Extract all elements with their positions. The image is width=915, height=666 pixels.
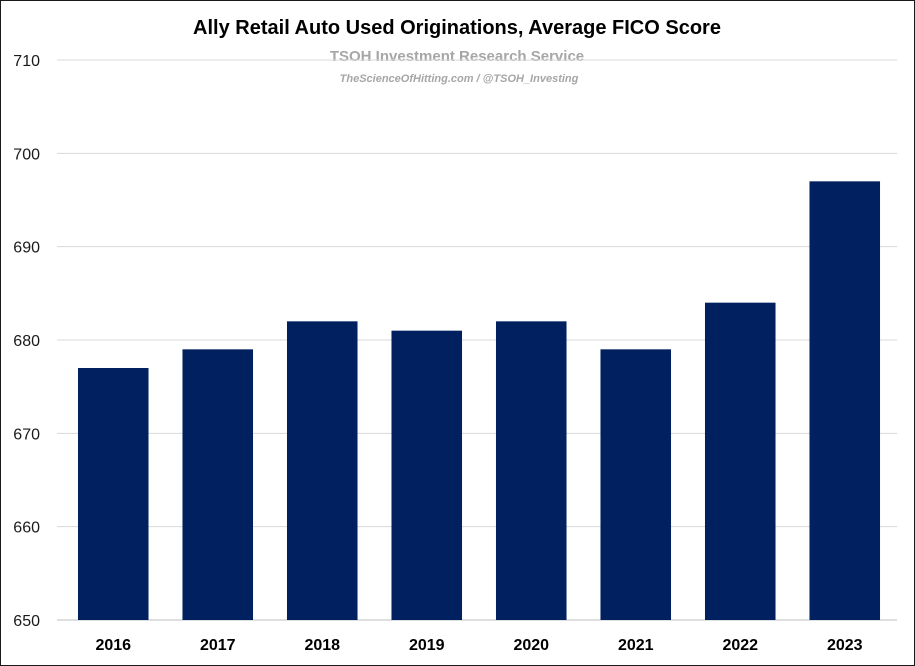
- y-tick-label: 710: [13, 53, 40, 70]
- bar-2023: [809, 181, 881, 621]
- y-tick-label: 660: [13, 520, 40, 537]
- bar-2018: [286, 321, 358, 620]
- bar-2016: [77, 368, 149, 620]
- bar-2019: [391, 330, 463, 620]
- y-axis-ticks: 650 660 670 680 690 700 710: [13, 53, 40, 630]
- x-tick-label: 2021: [618, 637, 654, 654]
- chart-title: Ally Retail Auto Used Originations, Aver…: [193, 17, 721, 39]
- x-tick-label: 2016: [95, 637, 131, 654]
- y-tick-label: 650: [13, 613, 40, 630]
- y-tick-label: 670: [13, 426, 40, 443]
- bar-2020: [495, 321, 567, 620]
- watermark-line-1: TSOH Investment Research Service: [330, 48, 584, 65]
- bar-2021: [600, 349, 672, 620]
- bar-2022: [704, 302, 776, 620]
- x-axis-ticks: 2016 2017 2018 2019 2020 2021 2022 2023: [95, 637, 862, 654]
- y-tick-label: 680: [13, 333, 40, 350]
- watermark-line-2: TheScienceOfHitting.com / @TSOH_Investin…: [340, 73, 579, 85]
- y-tick-label: 690: [13, 240, 40, 257]
- x-tick-label: 2020: [513, 637, 549, 654]
- x-tick-label: 2023: [827, 637, 863, 654]
- x-tick-label: 2018: [304, 637, 340, 654]
- bars: [77, 181, 881, 621]
- y-tick-label: 700: [13, 146, 40, 163]
- x-tick-label: 2022: [722, 637, 758, 654]
- x-tick-label: 2017: [200, 637, 236, 654]
- bar-2017: [182, 349, 254, 620]
- x-tick-label: 2019: [409, 637, 445, 654]
